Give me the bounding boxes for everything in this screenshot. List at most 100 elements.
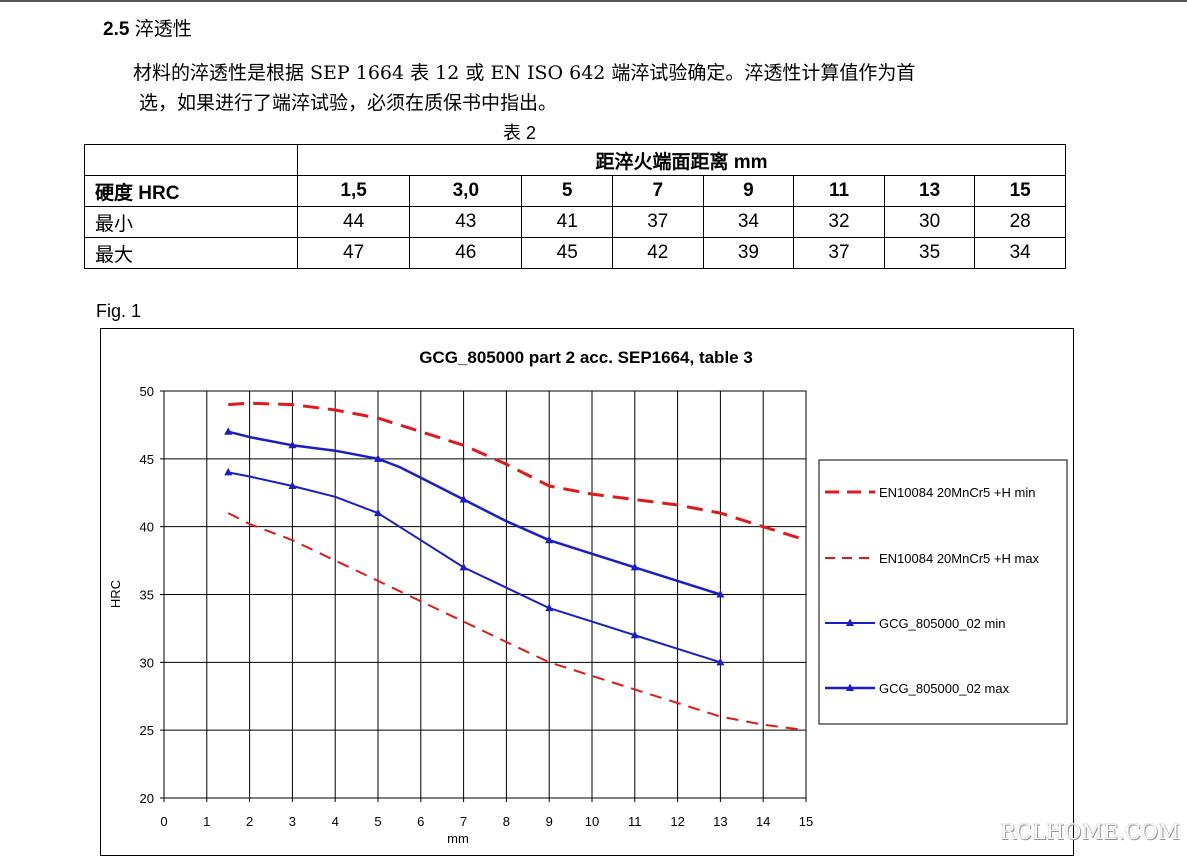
series-marker bbox=[716, 590, 725, 598]
series-marker bbox=[630, 562, 639, 571]
x-tick-label: 0 bbox=[160, 814, 167, 829]
series-line bbox=[227, 430, 721, 596]
x-tick-label: 1 bbox=[203, 814, 210, 829]
table-cell: 37 bbox=[612, 206, 704, 238]
table-cell: 44 bbox=[296, 206, 411, 238]
y-tick-label: 45 bbox=[140, 452, 154, 467]
row-label-max: 最大 bbox=[84, 237, 298, 269]
y-axis-label: HRC bbox=[108, 580, 123, 608]
paragraph: 材料的淬透性是根据 SEP 1664 表 12 或 EN ISO 642 端淬试… bbox=[133, 58, 1073, 118]
chart-grid bbox=[160, 390, 807, 802]
series-marker bbox=[459, 495, 468, 503]
distance-cell: 9 bbox=[702, 175, 795, 207]
table-row-min: 最小 44 43 41 37 34 32 30 28 bbox=[84, 206, 1066, 238]
series-marker bbox=[716, 657, 725, 666]
hardenability-table: 距淬火端面距离 mm 硬度 HRC 1,5 3,0 5 7 9 11 13 15… bbox=[84, 144, 1066, 269]
table-corner-cell bbox=[84, 144, 298, 176]
chart-title: GCG_805000 part 2 acc. SEP1664, table 3 bbox=[419, 348, 753, 367]
series-marker bbox=[374, 508, 382, 517]
table-cell: 34 bbox=[702, 206, 795, 238]
chart-series bbox=[224, 401, 807, 732]
series-marker bbox=[459, 562, 468, 571]
x-tick-label: 5 bbox=[374, 814, 381, 829]
section-title: 淬透性 bbox=[134, 19, 192, 40]
row-label-min: 最小 bbox=[84, 206, 298, 238]
legend-marker bbox=[846, 683, 854, 691]
table-cell: 28 bbox=[974, 206, 1066, 238]
legend-label: EN10084 20MnCr5 +H min bbox=[879, 485, 1035, 500]
x-tick-label: 9 bbox=[546, 814, 553, 829]
y-tick-label: 50 bbox=[140, 384, 154, 399]
x-tick-label: 14 bbox=[756, 814, 770, 829]
series-marker bbox=[545, 535, 554, 544]
x-tick-label: 10 bbox=[585, 814, 599, 829]
figure-label: Fig. 1 bbox=[96, 301, 142, 321]
series-marker bbox=[288, 481, 297, 489]
legend-label: EN10084 20MnCr5 +H max bbox=[879, 551, 1040, 566]
distance-cell: 5 bbox=[521, 175, 613, 207]
section-heading: 2.5 淬透性 bbox=[103, 14, 192, 41]
series-line bbox=[227, 512, 807, 732]
table-cell: 34 bbox=[974, 237, 1066, 269]
x-tick-label: 12 bbox=[670, 814, 684, 829]
y-tick-label: 35 bbox=[140, 588, 154, 603]
chart-legend: EN10084 20MnCr5 +H min EN10084 20MnCr5 +H… bbox=[818, 459, 1068, 725]
distance-cell: 1,5 bbox=[296, 175, 411, 207]
table-cell: 41 bbox=[521, 206, 613, 238]
distance-header: 距淬火端面距离 mm bbox=[297, 144, 1066, 176]
x-tick-label: 15 bbox=[799, 814, 813, 829]
distance-cell: 7 bbox=[612, 175, 704, 207]
x-tick-label: 11 bbox=[628, 814, 642, 829]
series-marker bbox=[224, 427, 233, 435]
legend-label: GCG_805000_02 max bbox=[879, 681, 1010, 696]
table-cell: 37 bbox=[793, 237, 885, 269]
table-cell: 45 bbox=[521, 237, 613, 269]
table-cell: 42 bbox=[612, 237, 704, 269]
y-tick-label: 30 bbox=[140, 655, 154, 670]
distance-row: 硬度 HRC 1,5 3,0 5 7 9 11 13 15 bbox=[84, 175, 1066, 207]
series-marker bbox=[224, 467, 233, 476]
x-tick-label: 3 bbox=[289, 814, 296, 829]
x-tick-label: 8 bbox=[503, 814, 510, 829]
y-tick-label: 40 bbox=[140, 520, 154, 535]
distance-cell: 15 bbox=[974, 175, 1066, 207]
distance-cell: 11 bbox=[793, 175, 885, 207]
paragraph-line-1: 材料的淬透性是根据 SEP 1664 表 12 或 EN ISO 642 端淬试… bbox=[133, 62, 916, 84]
series-marker bbox=[630, 630, 639, 639]
table-row-max: 最大 47 46 45 42 39 37 35 34 bbox=[84, 237, 1066, 269]
series-marker bbox=[545, 603, 554, 612]
table-cell: 35 bbox=[883, 237, 976, 269]
table-header-row: 距淬火端面距离 mm bbox=[84, 144, 1066, 176]
y-tick-label: 25 bbox=[140, 723, 154, 738]
legend-label: GCG_805000_02 min bbox=[879, 616, 1005, 631]
hardenability-chart: GCG_805000 part 2 acc. SEP1664, table 3 … bbox=[108, 348, 1068, 846]
chart-frame: GCG_805000 part 2 acc. SEP1664, table 3 … bbox=[100, 328, 1074, 856]
legend-box bbox=[818, 459, 1068, 725]
legend-marker bbox=[846, 618, 854, 626]
top-rule bbox=[0, 0, 1187, 2]
series-line bbox=[228, 401, 807, 542]
x-tick-label: 13 bbox=[713, 814, 727, 829]
distance-cell: 13 bbox=[883, 175, 976, 207]
series-marker bbox=[288, 440, 297, 449]
watermark: RCLHOME.COM bbox=[1000, 820, 1180, 844]
section-number: 2.5 bbox=[103, 19, 130, 40]
x-tick-label: 6 bbox=[417, 814, 424, 829]
table-cell: 32 bbox=[793, 206, 885, 238]
x-tick-label: 4 bbox=[332, 814, 339, 829]
table-cell: 39 bbox=[702, 237, 795, 269]
y-tick-label: 20 bbox=[140, 791, 154, 806]
series-marker bbox=[374, 454, 382, 462]
table-cell: 46 bbox=[409, 237, 523, 269]
table-caption: 表 2 bbox=[503, 123, 537, 143]
x-tick-label: 2 bbox=[246, 814, 253, 829]
table-cell: 43 bbox=[409, 206, 523, 238]
plot-area-border bbox=[163, 390, 807, 799]
table-cell: 30 bbox=[883, 206, 976, 238]
distance-cell: 3,0 bbox=[409, 175, 523, 207]
paragraph-line-2: 选，如果进行了端淬试验，必须在质保书中指出。 bbox=[139, 92, 558, 114]
x-axis-label: mm bbox=[447, 831, 469, 846]
hardness-label: 硬度 HRC bbox=[84, 175, 298, 207]
table-cell: 47 bbox=[296, 237, 411, 269]
